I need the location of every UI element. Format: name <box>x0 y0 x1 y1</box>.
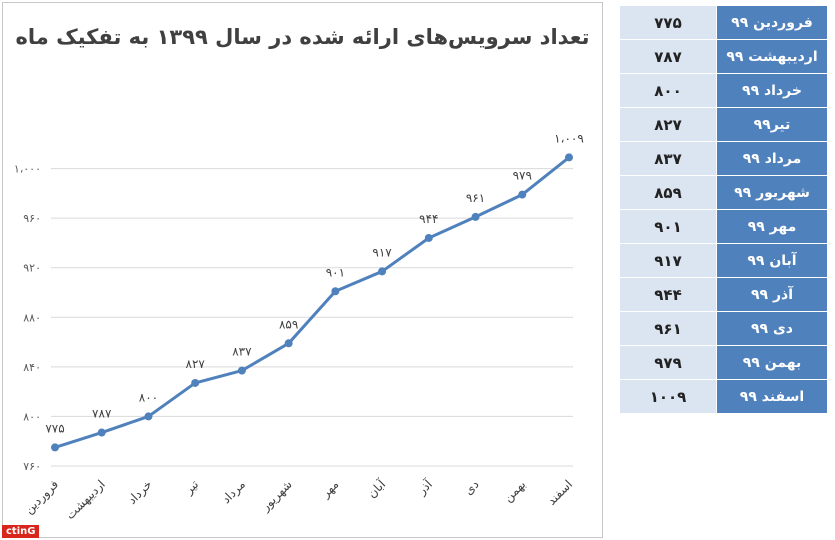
month-label-cell: فروردین ۹۹ <box>716 5 828 40</box>
y-tick-label: ۹۲۰ <box>23 262 41 275</box>
y-tick-label: ۱،۰۰۰ <box>14 163 41 176</box>
line-chart: ۷۶۰ ۸۰۰ ۸۴۰ ۸۸۰ ۹۲۰ ۹۶۰ ۱،۰۰۰ ۷۷۵ فروردین ۷۸۷ اردی… <box>14 131 584 523</box>
service-count-cell: ۸۲۷ <box>619 107 717 142</box>
table-row: بهمن ۹۹ ۹۷۹ <box>619 345 828 380</box>
data-point <box>424 233 433 242</box>
data-table: فروردین ۹۹ ۷۷۵ اردیبهشت ۹۹ ۷۸۷ خرداد ۹۹ ۸۰۰ تی… <box>619 5 828 414</box>
x-tick-label: فروردین <box>22 477 62 517</box>
data-point <box>51 443 59 452</box>
y-tick-label: ۷۶۰ <box>23 460 41 473</box>
x-tick-label: تیر <box>181 477 202 498</box>
service-count-cell: ۹۱۷ <box>619 243 717 278</box>
ctinG-logo: ctinG <box>2 525 40 538</box>
month-label-cell: تیر۹۹ <box>716 107 828 142</box>
data-point <box>284 339 293 348</box>
chart-title: تعداد سرویس‌های ارائه شده در سال ۱۳۹۹ به… <box>15 25 590 49</box>
x-tick-label: دی <box>461 477 481 497</box>
service-count-cell: ۸۵۹ <box>619 175 717 210</box>
table-row: مرداد ۹۹ ۸۳۷ <box>619 141 828 176</box>
data-point <box>97 428 106 437</box>
month-label-cell: دی ۹۹ <box>716 311 828 346</box>
data-label: ۷۸۷ <box>92 407 112 421</box>
month-label-cell: آذر ۹۹ <box>716 277 828 312</box>
x-tick-label: شهریور <box>258 477 296 515</box>
month-label-cell: اسفند ۹۹ <box>716 379 828 414</box>
service-count-cell: ۱۰۰۹ <box>619 379 717 414</box>
table-row: شهریور ۹۹ ۸۵۹ <box>619 175 828 210</box>
month-label-cell: خرداد ۹۹ <box>716 73 828 108</box>
month-label-cell: آبان ۹۹ <box>716 243 828 278</box>
table-body: فروردین ۹۹ ۷۷۵ اردیبهشت ۹۹ ۷۸۷ خرداد ۹۹ ۸۰۰ تی… <box>619 5 828 414</box>
table-row: آبان ۹۹ ۹۱۷ <box>619 243 828 278</box>
data-point <box>331 287 340 296</box>
table-row: فروردین ۹۹ ۷۷۵ <box>619 5 828 40</box>
data-label: ۹۶۱ <box>466 191 485 205</box>
x-tick-label: آذر <box>413 476 436 499</box>
service-count-cell: ۹۶۱ <box>619 311 717 346</box>
month-label-cell: بهمن ۹۹ <box>716 345 828 380</box>
data-point <box>191 378 200 387</box>
data-label: ۷۷۵ <box>45 421 64 435</box>
table-row: اردیبهشت ۹۹ ۷۸۷ <box>619 39 828 74</box>
x-tick-label: اسفند <box>544 477 575 508</box>
table-row: آذر ۹۹ ۹۴۴ <box>619 277 828 312</box>
data-point <box>378 267 387 276</box>
table-row: اسفند ۹۹ ۱۰۰۹ <box>619 379 828 414</box>
data-label: ۹۷۹ <box>513 169 532 183</box>
x-tick-label: آبان <box>364 476 389 501</box>
x-tick-label: مهر <box>318 477 342 501</box>
data-label: ۹۰۱ <box>326 265 345 279</box>
data-point <box>518 190 527 199</box>
x-tick-label: مرداد <box>219 477 249 507</box>
service-count-cell: ۹۴۴ <box>619 277 717 312</box>
table-row: دی ۹۹ ۹۶۱ <box>619 311 828 346</box>
data-label: ۸۰۰ <box>139 390 158 404</box>
data-label: ۹۱۷ <box>372 245 392 259</box>
x-tick-label: خرداد <box>125 477 155 507</box>
service-count-cell: ۸۰۰ <box>619 73 717 108</box>
data-label: ۸۳۷ <box>232 345 252 359</box>
service-count-cell: ۷۸۷ <box>619 39 717 74</box>
data-point <box>144 412 153 421</box>
service-count-cell: ۹۰۱ <box>619 209 717 244</box>
table-row: خرداد ۹۹ ۸۰۰ <box>619 73 828 108</box>
service-count-cell: ۷۷۵ <box>619 5 717 40</box>
data-point <box>565 153 573 162</box>
month-label-cell: مرداد ۹۹ <box>716 141 828 176</box>
y-tick-label: ۹۶۰ <box>23 212 41 225</box>
table-row: تیر۹۹ ۸۲۷ <box>619 107 828 142</box>
data-point <box>471 212 480 221</box>
data-label: ۸۵۹ <box>279 317 298 331</box>
chart-panel: ۷۶۰ ۸۰۰ ۸۴۰ ۸۸۰ ۹۲۰ ۹۶۰ ۱،۰۰۰ ۷۷۵ فروردین ۷۸۷ اردی… <box>2 2 603 538</box>
series-line <box>54 156 570 449</box>
y-tick-label: ۸۴۰ <box>23 361 41 374</box>
table-row: مهر ۹۹ ۹۰۱ <box>619 209 828 244</box>
data-label: ۸۲۷ <box>186 357 206 371</box>
month-label-cell: اردیبهشت ۹۹ <box>716 39 828 74</box>
service-count-cell: ۸۳۷ <box>619 141 717 176</box>
data-label: ۹۴۴ <box>419 212 438 226</box>
y-tick-label: ۸۸۰ <box>23 311 41 324</box>
data-label: ۱،۰۰۹ <box>554 131 584 145</box>
data-point <box>237 366 246 375</box>
month-label-cell: مهر ۹۹ <box>716 209 828 244</box>
x-tick-label: اردیبهشت <box>63 477 109 523</box>
month-label-cell: شهریور ۹۹ <box>716 175 828 210</box>
service-count-cell: ۹۷۹ <box>619 345 717 380</box>
y-tick-label: ۸۰۰ <box>23 410 41 423</box>
x-tick-label: بهمن <box>501 477 529 505</box>
